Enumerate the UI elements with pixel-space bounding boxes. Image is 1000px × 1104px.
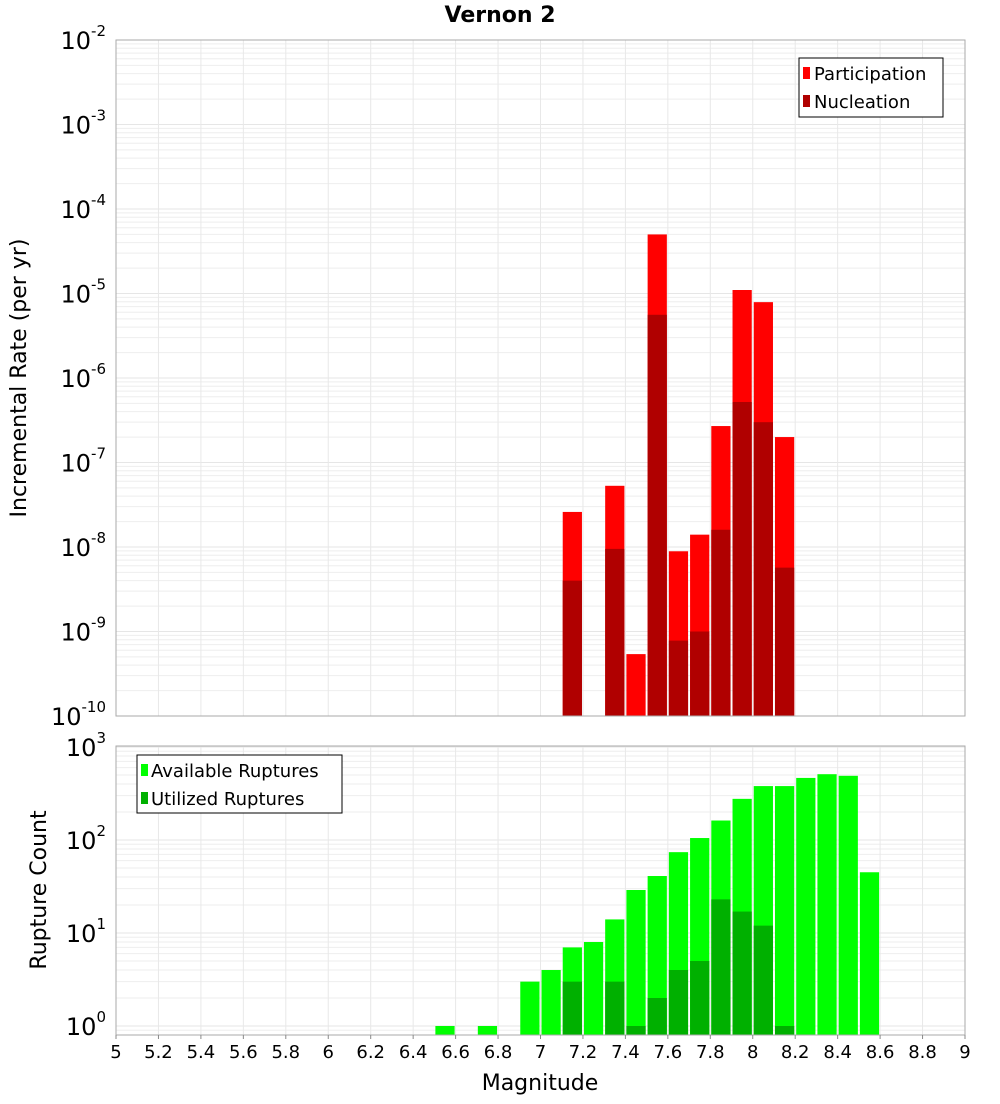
legend-label-available: Available Ruptures [151, 761, 319, 782]
chart-title: Vernon 2 [445, 3, 556, 28]
legend-swatch-available [141, 764, 148, 776]
x-tick-label: 6.8 [484, 1042, 513, 1063]
x-tick-label: 8.4 [823, 1042, 852, 1063]
x-tick-label: 5.4 [187, 1042, 216, 1063]
top-y-axis-label: Incremental Rate (per yr) [7, 239, 32, 518]
bar-available-ruptures [817, 774, 837, 1035]
bar-utilized-ruptures [605, 981, 625, 1035]
bottom-y-axis-label: Rupture Count [27, 810, 52, 970]
x-tick-label: 5.8 [271, 1042, 300, 1063]
x-tick-label: 7.2 [569, 1042, 598, 1063]
y-tick-label: 10-2 [60, 22, 106, 55]
bar-utilized-ruptures [626, 1026, 646, 1035]
bar-utilized-ruptures [668, 970, 689, 1035]
x-tick-label: 9 [959, 1042, 970, 1063]
bar-participation [626, 654, 646, 716]
y-tick-label: 10-5 [60, 276, 106, 309]
bar-utilized-ruptures [753, 925, 773, 1035]
bar-utilized-ruptures [647, 998, 667, 1035]
y-tick-label: 10-3 [60, 107, 106, 140]
bar-available-ruptures [626, 889, 646, 1035]
bar-available-ruptures [647, 876, 667, 1035]
bar-utilized-ruptures [711, 899, 731, 1035]
bar-available-ruptures [520, 981, 540, 1035]
x-tick-label: 6 [323, 1042, 334, 1063]
legend-label-participation: Participation [814, 64, 926, 85]
x-tick-labels: 5 5.2 5.4 5.6 5.8 6 6.2 6.4 6.6 6.8 7 7.2 7.4 7.6 7.8 8… [110, 1035, 971, 1063]
bar-utilized-ruptures [690, 960, 710, 1035]
legend-swatch-utilized [141, 792, 148, 804]
x-tick-label: 6.4 [399, 1042, 428, 1063]
bar-nucleation [732, 401, 752, 716]
bar-available-ruptures [859, 872, 880, 1035]
x-tick-label: 8.2 [781, 1042, 810, 1063]
bar-nucleation [774, 567, 795, 716]
bar-available-ruptures [435, 1026, 455, 1035]
bar-nucleation [562, 580, 582, 716]
bottom-legend: Available Ruptures Utilized Ruptures [136, 754, 343, 814]
legend-swatch-participation [803, 67, 810, 79]
x-tick-label: 6.6 [441, 1042, 470, 1063]
bar-available-ruptures [541, 970, 561, 1035]
bar-available-ruptures [477, 1026, 498, 1035]
x-tick-label: 8.6 [866, 1042, 895, 1063]
x-tick-label: 6.2 [356, 1042, 385, 1063]
bar-available-ruptures [774, 786, 795, 1035]
x-tick-label: 7 [535, 1042, 546, 1063]
bar-available-ruptures [583, 942, 604, 1035]
y-tick-label: 100 [66, 1008, 106, 1041]
x-tick-label: 5 [110, 1042, 121, 1063]
y-tick-label: 10-9 [60, 614, 106, 647]
y-tick-label: 10-10 [51, 698, 106, 731]
bar-nucleation [690, 631, 710, 716]
rate-panel: 10-10 10-9 10-8 10-7 10-6 10-5 10-4 10-3 10-2 [51, 22, 966, 731]
x-tick-label: 5.6 [229, 1042, 258, 1063]
bar-nucleation [668, 640, 689, 716]
bar-utilized-ruptures [732, 911, 752, 1035]
bar-available-ruptures [838, 775, 858, 1035]
y-tick-label: 10-6 [60, 360, 106, 393]
bar-nucleation [605, 548, 625, 716]
legend-label-nucleation: Nucleation [814, 92, 910, 113]
y-tick-label: 102 [66, 822, 106, 855]
x-tick-label: 7.6 [654, 1042, 683, 1063]
y-tick-label: 103 [66, 729, 106, 762]
bar-utilized-ruptures [562, 981, 582, 1035]
x-tick-label: 8.8 [908, 1042, 937, 1063]
bar-available-ruptures [796, 777, 816, 1035]
legend-swatch-nucleation [803, 95, 810, 107]
y-tick-label: 101 [66, 915, 106, 948]
x-axis-label: Magnitude [482, 1071, 599, 1096]
bar-nucleation [647, 314, 667, 716]
top-legend: Participation Nucleation [798, 57, 944, 118]
y-tick-label: 10-4 [60, 191, 106, 224]
y-tick-label: 10-8 [60, 529, 106, 562]
x-tick-label: 7.8 [696, 1042, 725, 1063]
bar-nucleation [711, 529, 731, 716]
bar-nucleation [753, 422, 773, 716]
x-tick-label: 8 [747, 1042, 758, 1063]
bar-utilized-ruptures [774, 1026, 795, 1035]
x-tick-label: 7.4 [611, 1042, 640, 1063]
plot-border [115, 39, 966, 717]
y-tick-label: 10-7 [60, 445, 106, 478]
legend-label-utilized: Utilized Ruptures [151, 789, 304, 810]
x-tick-label: 5.2 [144, 1042, 173, 1063]
